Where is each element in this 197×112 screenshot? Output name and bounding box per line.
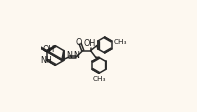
Text: NH: NH — [40, 56, 52, 65]
Text: OH: OH — [43, 44, 55, 53]
Text: CH₃: CH₃ — [114, 39, 127, 45]
Text: N: N — [66, 51, 72, 60]
Text: O: O — [76, 37, 82, 46]
Text: N: N — [73, 51, 79, 60]
Text: CH₃: CH₃ — [92, 76, 106, 82]
Text: OH: OH — [84, 39, 96, 48]
